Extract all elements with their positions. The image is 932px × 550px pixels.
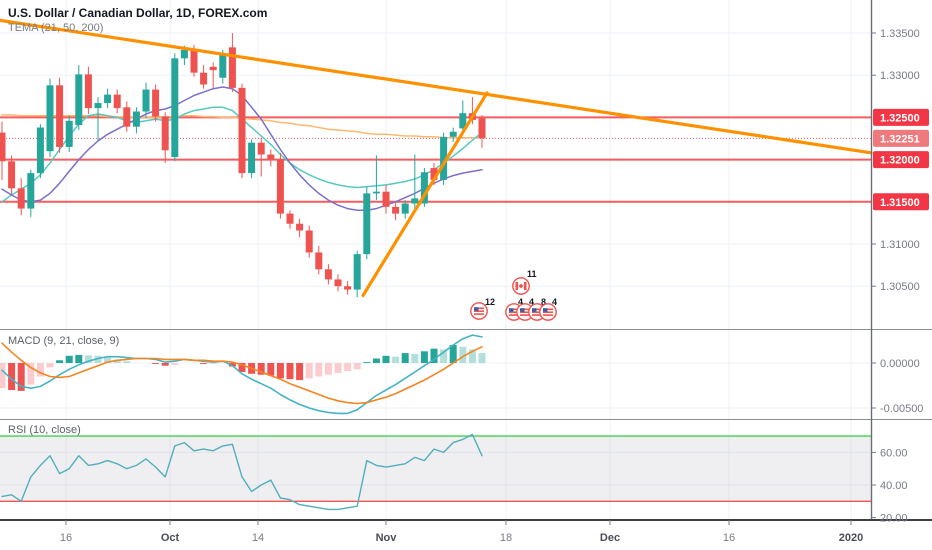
price-badge-1.32500 xyxy=(873,108,929,126)
time-axis-label: 2020 xyxy=(839,532,863,544)
price-badge-label: 1.32500 xyxy=(880,112,920,124)
us-flag-event-icon[interactable]: 4 xyxy=(539,297,557,321)
ca-flag-event-icon[interactable]: 11 xyxy=(512,269,537,295)
rsi-axis-label: 20.00 xyxy=(880,513,908,525)
event-count: 4 xyxy=(552,297,557,307)
event-count: 4 xyxy=(529,297,534,307)
event-count: 11 xyxy=(527,269,537,279)
price-axis-label: 1.33500 xyxy=(880,28,920,40)
trendlines[interactable] xyxy=(0,18,873,298)
time-axis[interactable]: 16 Oct 14 Nov 18 Dec 16 2020 xyxy=(60,520,863,544)
event-count: 4 xyxy=(518,297,523,307)
price-badge-label: 1.32251 xyxy=(880,133,920,145)
pane-separators[interactable] xyxy=(0,0,932,521)
time-axis-label: 18 xyxy=(500,532,512,544)
candlesticks[interactable] xyxy=(0,33,486,298)
price-badge-label: 1.31500 xyxy=(880,197,920,209)
macd-axis-label: -0.00500 xyxy=(880,403,923,415)
time-axis-label: Nov xyxy=(376,532,398,544)
macd-signal-line xyxy=(1,342,483,405)
price-badge-1.32000 xyxy=(873,151,929,169)
event-count: 8 xyxy=(541,297,546,307)
us-flag-event-icon[interactable]: 12 xyxy=(470,297,495,320)
time-axis-label: 14 xyxy=(252,532,264,544)
time-axis-label: Dec xyxy=(600,532,620,544)
price-badge-1.31500 xyxy=(873,193,929,211)
price-axis-label: 1.33000 xyxy=(880,70,920,82)
event-count: 12 xyxy=(485,297,495,307)
ascending-support xyxy=(361,91,489,298)
grid-lines xyxy=(0,0,871,519)
time-axis-label: Oct xyxy=(161,532,180,544)
time-axis-label: 16 xyxy=(60,532,72,544)
price-axis-label: 1.30500 xyxy=(880,281,920,293)
macd-line xyxy=(1,334,483,415)
price-axis[interactable]: 1.33500 1.33000 1.31000 1.30500 1.32500 1.322… xyxy=(871,28,929,525)
macd-axis-label: 0.00000 xyxy=(880,358,920,370)
rsi-axis-label: 40.00 xyxy=(880,480,908,492)
time-axis-label: 16 xyxy=(723,532,735,544)
rsi-axis-label: 60.00 xyxy=(880,447,908,459)
price-badge-label: 1.32000 xyxy=(880,155,920,167)
price-badge-1.32251 xyxy=(873,129,929,147)
descending-resistance xyxy=(0,18,873,155)
price-axis-label: 1.31000 xyxy=(880,239,920,251)
rsi-plot xyxy=(0,433,871,511)
